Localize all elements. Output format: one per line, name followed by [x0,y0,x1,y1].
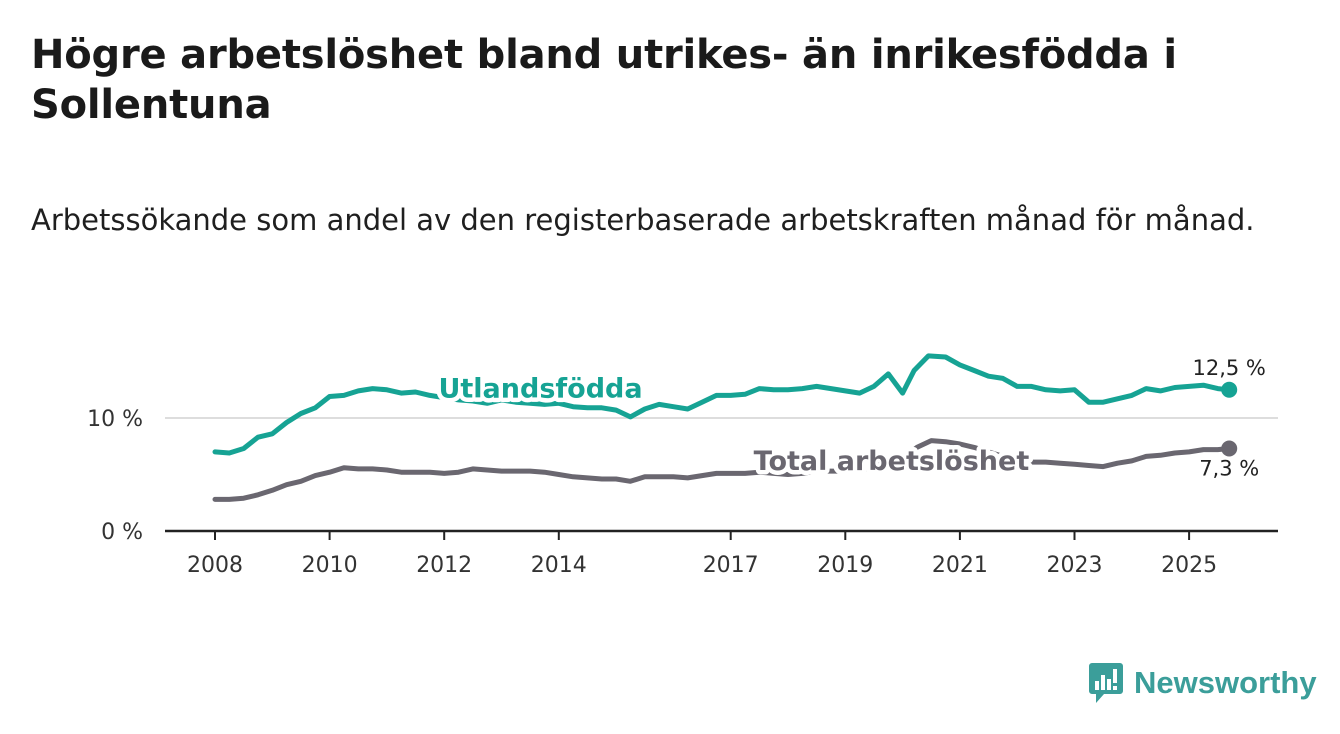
end-value-label-utlandsfodda: 12,5 % [1193,356,1266,380]
label-layer: Utlandsfödda Total arbetslöshet 12,5 % 7,3 … [434,353,1269,484]
y-tick-label: 10 % [87,407,143,432]
x-tick-label: 2008 [187,553,243,578]
end-value-label-total: 7,3 % [1199,457,1259,481]
x-tick-label: 2023 [1047,553,1103,578]
newsworthy-brand: Newsworthy [1088,660,1317,706]
x-tick-label: 2010 [302,553,358,578]
newsworthy-logo-icon [1089,663,1123,703]
x-tick-label: 2014 [531,553,587,578]
brand-name: Newsworthy [1134,665,1317,700]
x-tick-label: 2025 [1161,553,1217,578]
chart-title: Högre arbetslöshet bland utrikes- än inr… [31,32,1177,128]
series-end-marker-utlandsfodda [1221,381,1238,398]
series-line-total [212,438,1232,502]
x-tick-label: 2021 [932,553,988,578]
series-line-utlandsfodda [212,353,1232,456]
series-layer [212,353,1238,502]
series-end-marker-total [1221,440,1238,457]
chart-subtitle: Arbetssökande som andel av den registerb… [31,203,1255,237]
axis-layer: 0 % 10 % 2008 2010 2012 2014 2017 2019 2021 2023 2… [87,407,1278,578]
series-label-total: Total arbetslöshet [754,446,1030,477]
x-tick-label: 2012 [416,553,472,578]
x-tick-label: 2017 [703,553,759,578]
series-label-utlandsfodda: Utlandsfödda [438,374,642,405]
x-tick-label: 2019 [817,553,873,578]
y-tick-label: 0 % [101,520,143,545]
